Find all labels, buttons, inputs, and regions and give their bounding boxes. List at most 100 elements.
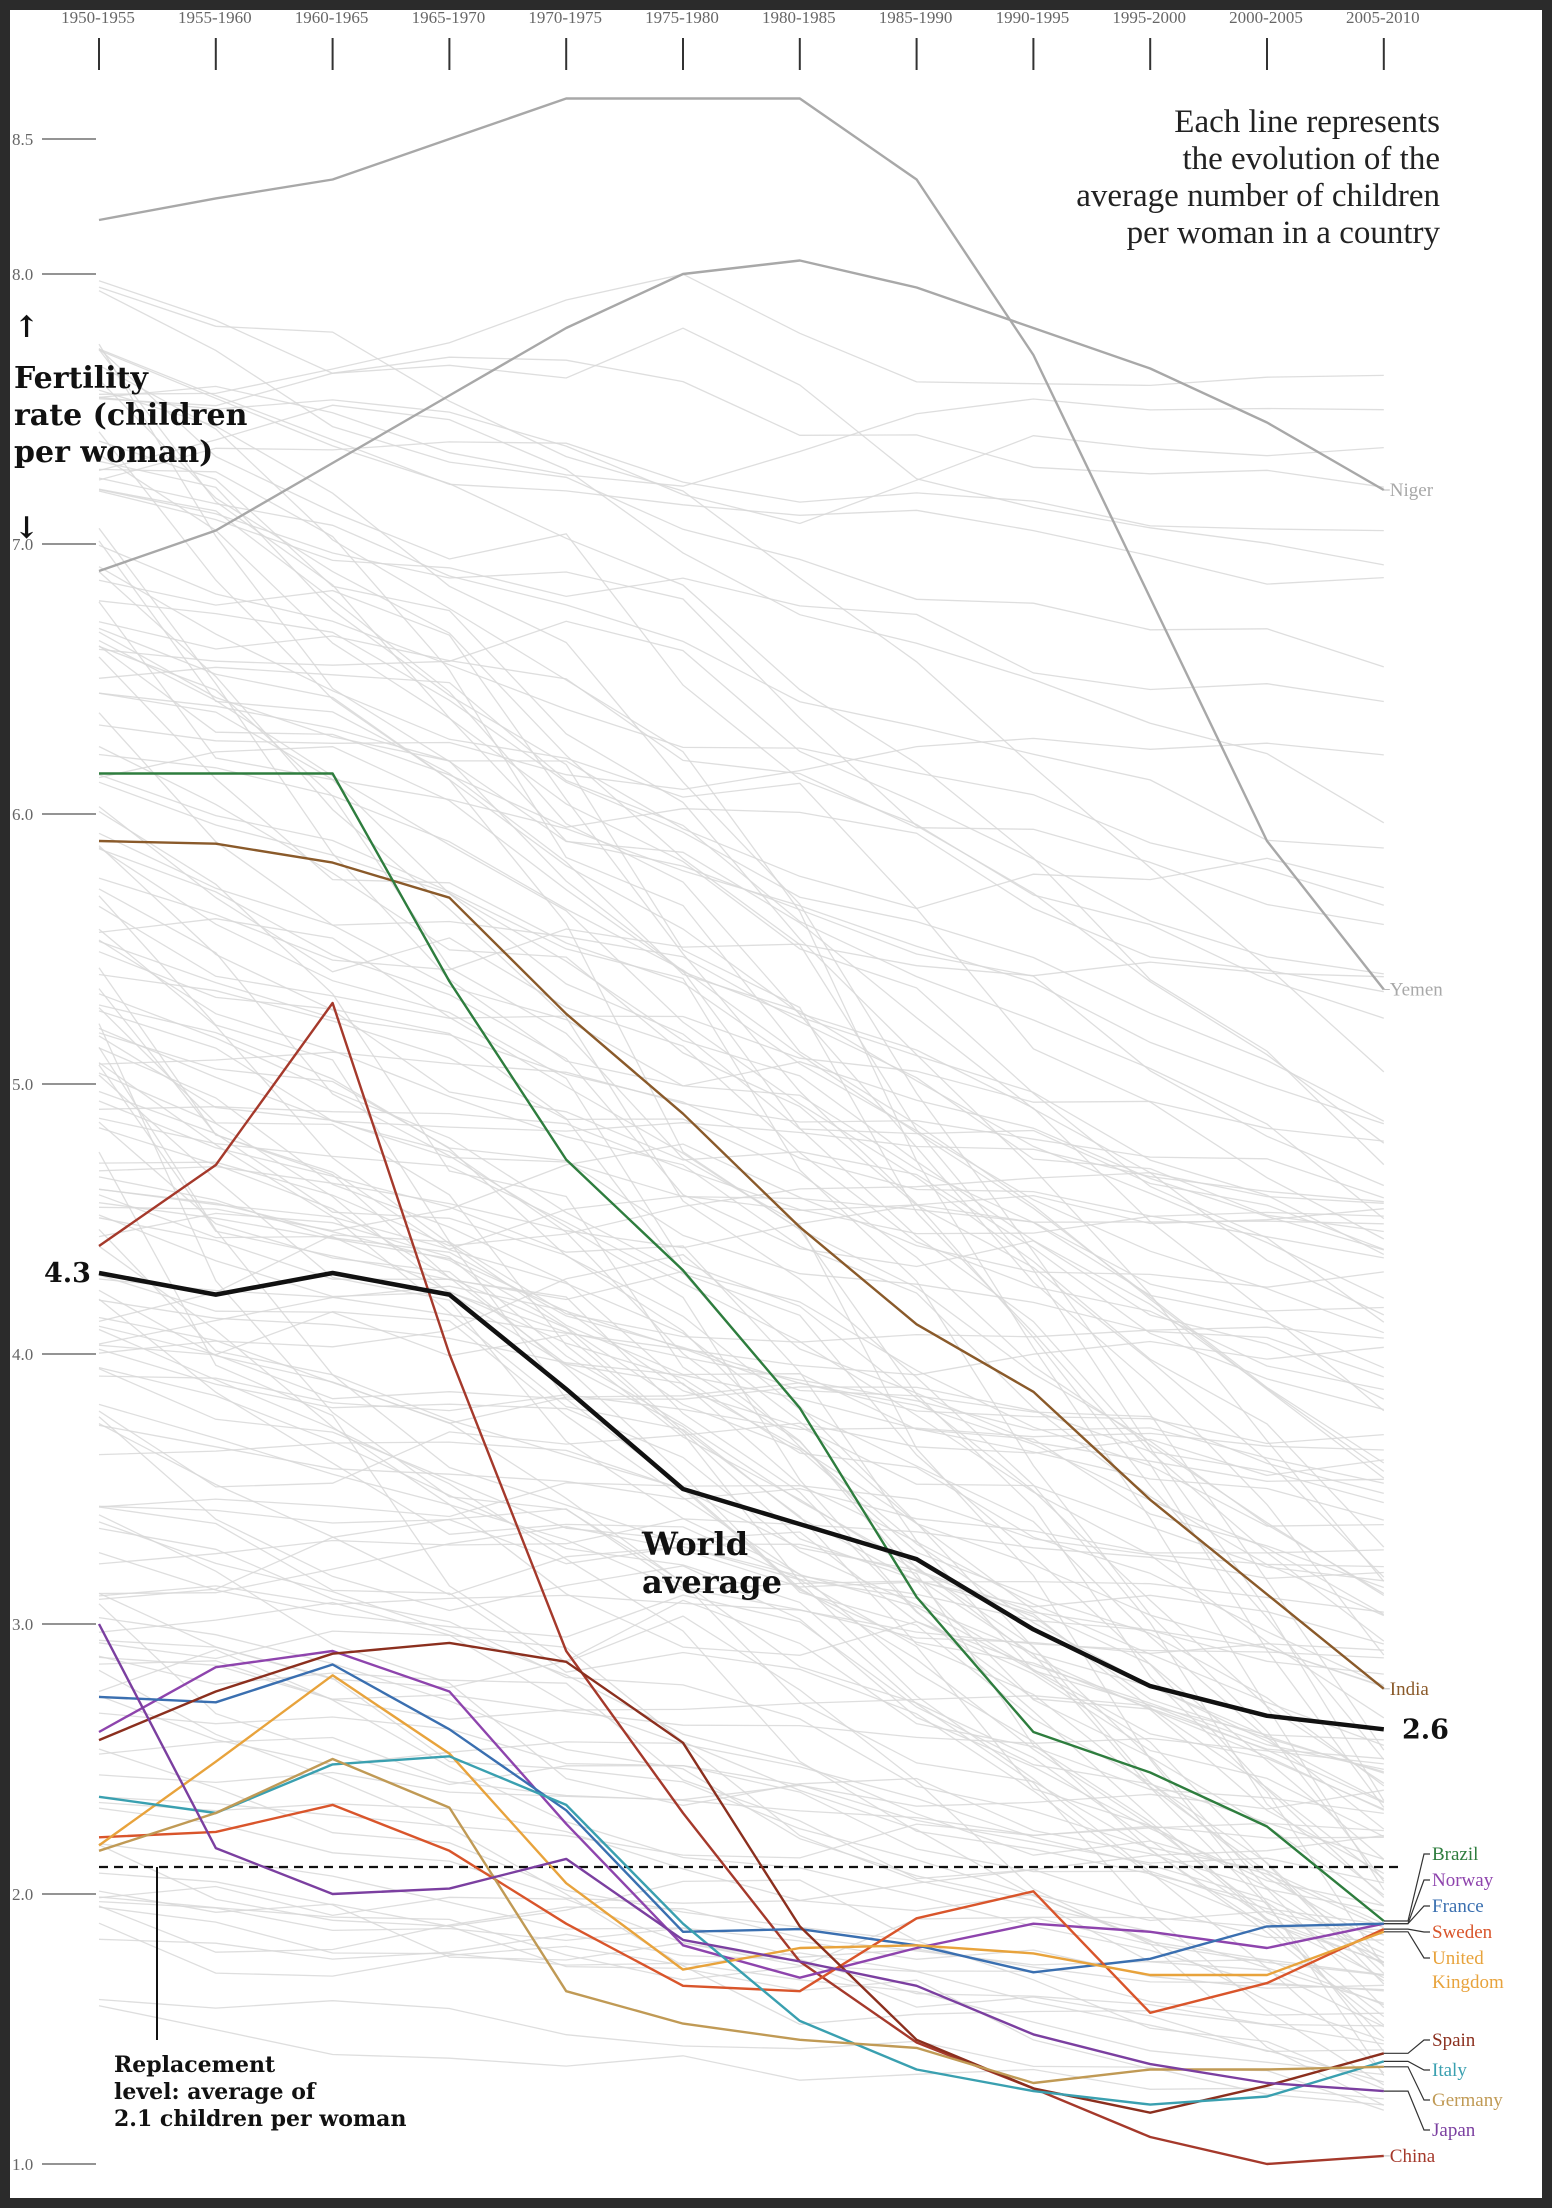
background-country-line bbox=[98, 286, 1385, 1073]
background-country-line bbox=[98, 1526, 1384, 1613]
country-label: China bbox=[1390, 2146, 1436, 2167]
label-connector bbox=[1383, 2090, 1430, 2131]
background-country-line bbox=[98, 1027, 1384, 1203]
background-country-line bbox=[98, 600, 1385, 1122]
x-tick-label: 1950-1955 bbox=[61, 10, 135, 27]
background-country-line bbox=[98, 1906, 1384, 2076]
background-country-line bbox=[98, 348, 1385, 1019]
background-country-line bbox=[98, 1518, 1384, 1580]
label-connector bbox=[1383, 1905, 1430, 1925]
country-label: United bbox=[1432, 1948, 1484, 1969]
background-country-line bbox=[98, 1603, 1384, 1926]
background-country-line bbox=[98, 1441, 1385, 1688]
series-line-italy bbox=[98, 1755, 1385, 2106]
y-tick-label: 5.0 bbox=[12, 1075, 33, 1094]
replacement-label: level: average of bbox=[114, 2079, 317, 2105]
y-tick-label: 2.0 bbox=[12, 1885, 33, 1904]
background-country-line bbox=[98, 666, 1385, 1220]
country-label: France bbox=[1432, 1896, 1484, 1917]
background-country-line bbox=[98, 1253, 1384, 1482]
background-country-line bbox=[98, 1375, 1384, 1451]
background-country-line bbox=[98, 918, 1385, 1595]
background-country-line bbox=[98, 280, 1384, 566]
y-axis-label: per woman) bbox=[14, 435, 213, 470]
background-country-line bbox=[98, 290, 1385, 668]
background-country-line bbox=[98, 1047, 1385, 1860]
background-country-line bbox=[98, 1035, 1384, 1312]
x-tick-label: 1960-1965 bbox=[295, 10, 369, 27]
replacement-label: 2.1 children per woman bbox=[114, 2106, 406, 2132]
note-text: per woman in a country bbox=[1127, 215, 1441, 251]
background-country-line bbox=[98, 1127, 1385, 1880]
x-tick-label: 1980-1985 bbox=[762, 10, 836, 27]
fertility-chart: 1950-1955 1955-1960 1960-1965 1965-1970 1970… bbox=[12, 10, 1504, 2174]
background-country-line bbox=[98, 631, 1385, 1642]
country-label: Niger bbox=[1390, 480, 1434, 501]
background-country-line bbox=[98, 1165, 1384, 1249]
background-country-line bbox=[98, 1117, 1385, 1719]
series-line-brazil bbox=[99, 772, 1385, 1922]
y-tick-label: 3.0 bbox=[12, 1615, 33, 1634]
background-country-line bbox=[98, 1051, 1385, 1199]
label-connector bbox=[1383, 1931, 1430, 1959]
x-tick-label: 1990-1995 bbox=[996, 10, 1070, 27]
background-country-line bbox=[98, 905, 1384, 1142]
background-country-line bbox=[98, 1368, 1385, 1838]
background-country-line bbox=[98, 488, 1385, 1144]
background-country-line bbox=[98, 364, 1385, 1891]
background-country-line bbox=[98, 1278, 1384, 1376]
background-country-line bbox=[98, 1328, 1385, 1982]
background-country-line bbox=[98, 620, 1384, 975]
background-country-line bbox=[98, 1900, 1384, 1992]
background-country-line bbox=[98, 488, 1385, 1656]
background-country-line bbox=[98, 1506, 1385, 1963]
background-country-line bbox=[98, 806, 1384, 1391]
y-tick-label: 1.0 bbox=[12, 2155, 33, 2174]
background-country-line bbox=[98, 1527, 1385, 1925]
country-label: Italy bbox=[1432, 2060, 1467, 2081]
background-country-line bbox=[98, 1592, 1385, 2042]
country-label: Brazil bbox=[1432, 1844, 1478, 1865]
country-label: Germany bbox=[1432, 2090, 1503, 2111]
y-tick-label: 8.5 bbox=[12, 130, 33, 149]
background-country-line bbox=[98, 753, 1385, 1464]
series-line-france bbox=[98, 1663, 1384, 1974]
x-tick-label: 1965-1970 bbox=[412, 10, 486, 27]
background-country-line bbox=[98, 385, 1384, 487]
background-country-line bbox=[98, 1801, 1384, 1902]
background-country-line bbox=[98, 967, 1385, 1687]
background-country-line bbox=[98, 1046, 1385, 1979]
x-tick-label: 1955-1960 bbox=[178, 10, 252, 27]
background-country-line bbox=[98, 1885, 1384, 2053]
background-country-line bbox=[98, 1074, 1385, 2018]
background-country-line bbox=[98, 1298, 1385, 1810]
background-country-line bbox=[98, 1416, 1384, 1907]
world-end-value: 2.6 bbox=[1402, 1714, 1449, 1745]
background-country-line bbox=[98, 1660, 1384, 1741]
background-country-line bbox=[98, 1843, 1384, 1989]
arrow-up-icon: ↑ bbox=[14, 310, 39, 345]
country-label: Norway bbox=[1432, 1870, 1494, 1891]
background-country-line bbox=[98, 1655, 1384, 1941]
background-country-line bbox=[98, 1748, 1384, 1976]
series-line-germany bbox=[98, 1757, 1384, 2085]
background-country-line bbox=[98, 1023, 1385, 1964]
background-country-line bbox=[98, 404, 1385, 824]
y-tick-label: 8.0 bbox=[12, 265, 33, 284]
background-country-line bbox=[98, 1630, 1385, 2006]
replacement-label: Replacement bbox=[114, 2052, 276, 2078]
background-country-line bbox=[98, 847, 1385, 1784]
arrow-down-icon: ↓ bbox=[14, 511, 39, 546]
background-country-line bbox=[98, 566, 1385, 1240]
background-country-line bbox=[98, 1010, 1385, 2053]
background-country-line bbox=[98, 724, 1384, 791]
label-connector bbox=[1383, 2060, 1430, 2071]
background-country-line bbox=[98, 1998, 1384, 2106]
background-country-line bbox=[98, 544, 1384, 906]
background-country-line bbox=[98, 1601, 1385, 1954]
label-connector bbox=[1383, 2039, 1430, 2054]
series-line-india bbox=[98, 839, 1385, 1690]
background-country-line bbox=[98, 1202, 1384, 1495]
chart-frame: 1950-1955 1955-1960 1960-1965 1965-1970 1970… bbox=[10, 10, 1542, 2198]
